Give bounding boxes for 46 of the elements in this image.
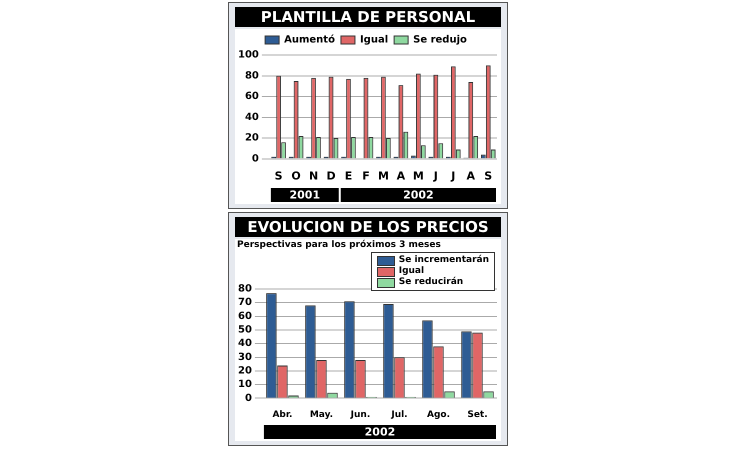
- x-tick-label: J: [432, 169, 438, 182]
- legend-label: Igual: [360, 34, 388, 46]
- y-tick-label: 40: [244, 112, 259, 123]
- x-tick-label: S: [274, 169, 283, 182]
- x-tick-label: S: [484, 169, 492, 182]
- text: 2001: [290, 188, 320, 202]
- legend-label: Igual: [398, 266, 424, 276]
- x-tick-label: M: [412, 169, 424, 182]
- legend-label: Se incrementarán: [398, 255, 489, 266]
- x-tick-label: D: [326, 169, 336, 182]
- y-tick-label: 60: [238, 310, 252, 322]
- y-tick-label: 0: [252, 153, 259, 164]
- y-tick-label: 20: [238, 365, 252, 376]
- x-tick-label: Jul.: [390, 410, 408, 420]
- x-tick-label: Set.: [467, 410, 488, 420]
- x-tick-label: E: [344, 169, 352, 182]
- y-tick-label: 20: [244, 132, 259, 144]
- text: 2002: [403, 188, 434, 202]
- y-tick-label: 70: [238, 297, 252, 308]
- y-tick-label: 50: [238, 324, 252, 336]
- legend-label: Se reducirán: [398, 277, 464, 288]
- x-tick-label: Jun.: [350, 410, 370, 420]
- legend-label: Se redujo: [413, 34, 468, 46]
- x-tick-label: A: [466, 169, 476, 182]
- y-tick-label: 40: [238, 338, 252, 350]
- y-tick-label: 30: [238, 352, 252, 363]
- x-tick-label: O: [291, 169, 301, 182]
- x-tick-label: A: [396, 169, 406, 182]
- chart-title: EVOLUCION DE LOS PRECIOS: [235, 217, 501, 237]
- y-tick-label: 80: [238, 284, 252, 295]
- text: 2002: [364, 425, 396, 438]
- chart-title: PLANTILLA DE PERSONAL: [235, 7, 501, 27]
- chart-subtitle: Perspectivas para los próximos 3 meses: [235, 239, 501, 251]
- x-tick-label: Ago.: [426, 410, 450, 420]
- legend-label: Aumentó: [284, 34, 336, 46]
- y-tick-label: 80: [244, 70, 259, 82]
- x-tick-label: Abr.: [272, 410, 292, 420]
- y-tick-label: 60: [244, 91, 259, 102]
- x-tick-label: J: [450, 169, 456, 182]
- y-tick-label: 10: [238, 379, 252, 390]
- x-tick-label: M: [378, 169, 389, 182]
- x-tick-label: F: [362, 169, 370, 182]
- y-tick-label: 0: [244, 392, 252, 404]
- x-tick-label: May.: [310, 410, 334, 420]
- y-tick-label: 100: [238, 50, 259, 61]
- x-tick-label: N: [308, 169, 318, 182]
